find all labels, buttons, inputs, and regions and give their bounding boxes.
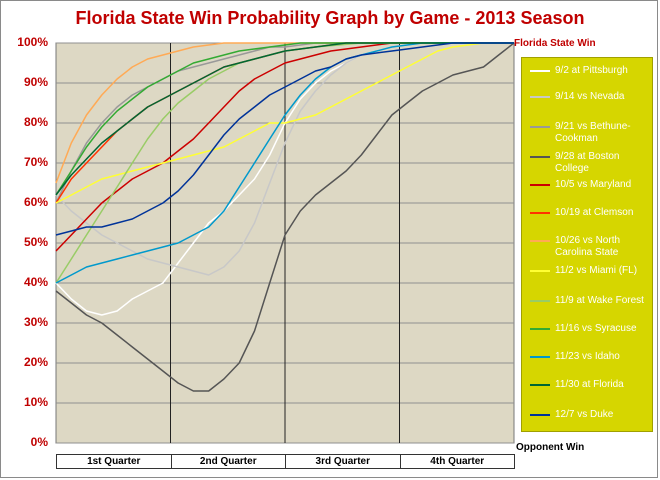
legend-swatch (530, 70, 550, 72)
legend: 9/2 at Pittsburgh 9/14 vs Nevada 9/21 vs B… (521, 57, 653, 432)
legend-label: 9/2 at Pittsburgh (555, 65, 628, 76)
quarter-label: 1st Quarter (56, 454, 172, 469)
series-line-10 (55, 42, 514, 196)
legend-label: 11/2 vs Miami (FL) (555, 265, 638, 276)
series-line-12 (55, 42, 514, 196)
legend-swatch (530, 126, 550, 128)
legend-label: 11/30 at Florida (555, 379, 624, 390)
legend-swatch (530, 240, 550, 242)
legend-label: 9/14 vs Nevada (555, 91, 625, 102)
series-lines (55, 42, 515, 392)
y-tick-label: 80% (23, 115, 48, 129)
florida-state-win-label: Florida State Win (514, 38, 596, 49)
y-tick-label: 10% (23, 395, 48, 409)
y-tick-label: 30% (23, 315, 48, 329)
legend-label: 11/23 vs Idaho (555, 351, 620, 362)
legend-label: 11/16 vs Syracuse (555, 323, 637, 334)
y-tick-label: 20% (23, 355, 48, 369)
quarter-label: 4th Quarter (399, 454, 515, 469)
legend-swatch (530, 414, 550, 416)
series-line-4 (55, 42, 515, 392)
opponent-win-label: Opponent Win (516, 442, 585, 453)
legend-swatch (530, 156, 550, 158)
legend-label: 10/19 at Clemson (555, 207, 634, 218)
y-tick-label: 0% (30, 435, 48, 449)
quarter-label: 3rd Quarter (285, 454, 401, 469)
legend-swatch (530, 270, 550, 272)
legend-swatch (530, 328, 550, 330)
series-line-7 (55, 42, 514, 184)
legend-label: 12/7 vs Duke (555, 409, 614, 420)
legend-swatch (530, 356, 550, 358)
y-tick-label: 70% (23, 155, 48, 169)
legend-label: 10/5 vs Maryland (555, 179, 632, 190)
y-tick-label: 100% (17, 35, 48, 49)
legend-label: 9/28 at Boston College (555, 151, 620, 174)
legend-label: 10/26 vs North Carolina State (555, 235, 621, 258)
legend-swatch (530, 384, 550, 386)
legend-label: 9/21 vs Bethune-Cookman (555, 121, 631, 144)
y-tick-label: 60% (23, 195, 48, 209)
chart-title: Florida State Win Probability Graph by G… (75, 8, 585, 28)
legend-swatch (530, 96, 550, 98)
series-line-2 (55, 42, 514, 276)
y-tick-label: 40% (23, 275, 48, 289)
series-line-13 (55, 42, 514, 236)
legend-swatch (530, 300, 550, 302)
y-tick-label: 90% (23, 75, 48, 89)
legend-label: 11/9 at Wake Forest (555, 295, 644, 306)
legend-swatch (530, 184, 550, 186)
legend-swatch (530, 212, 550, 214)
quarter-label: 2nd Quarter (170, 454, 286, 469)
y-tick-label: 50% (23, 235, 48, 249)
series-line-5 (55, 42, 514, 252)
